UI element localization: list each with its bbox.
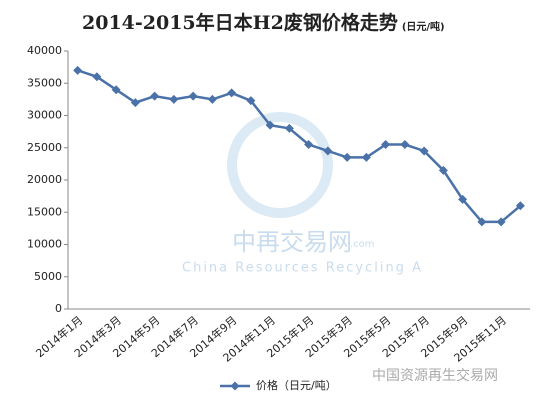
point [400, 140, 410, 150]
y-tick-label: 20000 [27, 173, 62, 186]
point [150, 91, 160, 101]
point [130, 98, 140, 108]
chart-title: 2014-2015年日本H2废钢价格走势 [82, 11, 398, 34]
point [284, 123, 294, 133]
legend-marker [230, 381, 240, 391]
y-tick-label: 25000 [27, 141, 62, 154]
point [458, 194, 468, 204]
point [515, 201, 525, 211]
watermark: 中再交易网 [232, 228, 352, 256]
point [438, 165, 448, 175]
point [92, 72, 102, 82]
y-tick-label: 35000 [27, 76, 62, 89]
watermark: China Resources Recycling A [182, 261, 423, 276]
watermark: 中国资源再生交易网 [372, 367, 498, 384]
point [419, 146, 429, 156]
point [188, 91, 198, 101]
chart-subtitle: (日元/吨) [402, 20, 445, 33]
point [381, 140, 391, 150]
point [496, 217, 506, 227]
watermark-logo [227, 112, 333, 218]
point [323, 146, 333, 156]
y-tick-label: 30000 [27, 109, 62, 122]
point [207, 94, 217, 104]
point [246, 96, 256, 106]
point [227, 88, 237, 98]
point [361, 152, 371, 162]
point [477, 217, 487, 227]
point [342, 152, 352, 162]
y-tick-label: 15000 [27, 205, 62, 218]
series-line [77, 69, 522, 224]
legend-label: 价格（日元/吨） [256, 378, 337, 392]
point [73, 65, 83, 75]
y-tick-label: 0 [55, 302, 62, 315]
y-tick-label: 40000 [27, 44, 62, 57]
y-tick-label: 5000 [34, 270, 62, 283]
point [304, 140, 314, 150]
point [265, 120, 275, 130]
watermark: .com [350, 239, 375, 250]
point [111, 85, 121, 95]
y-tick-label: 10000 [27, 238, 62, 251]
point [169, 94, 179, 104]
